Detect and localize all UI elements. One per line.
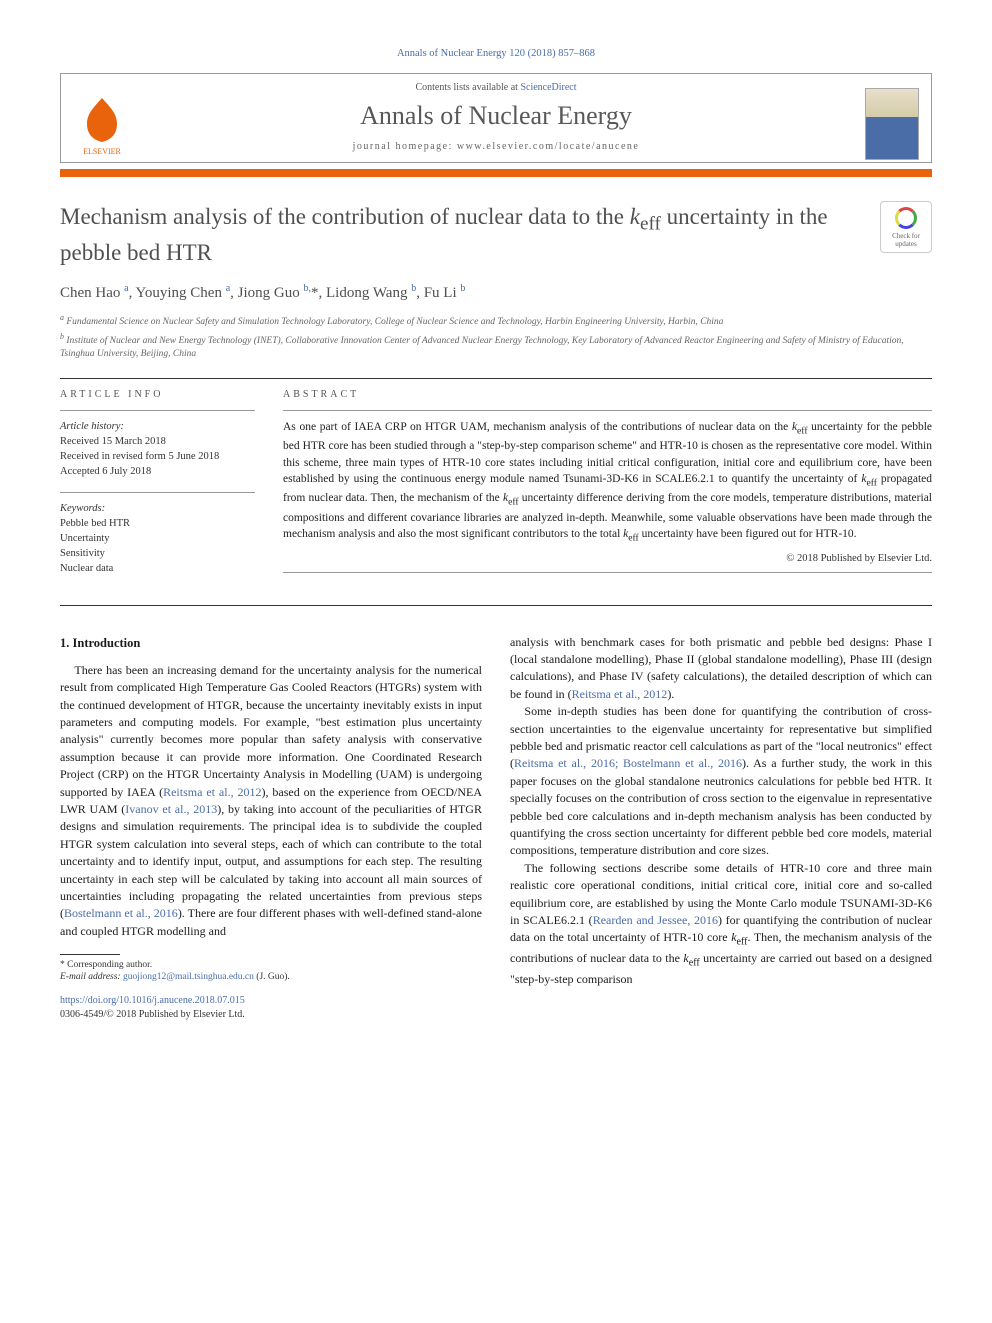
history-revised: Received in revised form 5 June 2018 (60, 449, 255, 464)
journal-name: Annals of Nuclear Energy (61, 97, 931, 141)
abstract-copyright: © 2018 Published by Elsevier Ltd. (283, 553, 932, 564)
doi-link[interactable]: https://doi.org/10.1016/j.anucene.2018.0… (60, 994, 482, 1009)
issn-copyright: 0306-4549/© 2018 Published by Elsevier L… (60, 1008, 482, 1023)
keywords-block: Keywords: Pebble bed HTR Uncertainty Sen… (60, 501, 255, 577)
sciencedirect-link[interactable]: ScienceDirect (520, 82, 576, 93)
contents-prefix: Contents lists available at (415, 82, 520, 93)
svg-text:ELSEVIER: ELSEVIER (83, 147, 121, 156)
crossmark-ring-icon (895, 207, 917, 229)
abstract-text: As one part of IAEA CRP on HTGR UAM, mec… (283, 419, 932, 546)
corresponding-author-note: * Corresponding author. (60, 959, 482, 971)
affiliation-b: b Institute of Nuclear and New Energy Te… (60, 331, 932, 362)
keywords-label: Keywords: (60, 501, 255, 516)
section-1-para-1: There has been an increasing demand for … (60, 662, 482, 940)
updates-line1: Check for (892, 232, 920, 240)
history-label: Article history: (60, 419, 255, 434)
article-history: Article history: Received 15 March 2018 … (60, 419, 255, 480)
affiliation-a: a Fundamental Science on Nuclear Safety … (60, 312, 932, 329)
section-1-col2-para-3: The following sections describe some det… (510, 860, 932, 989)
keyword-1: Pebble bed HTR (60, 516, 255, 531)
section-1-col2-para-1: analysis with benchmark cases for both p… (510, 634, 932, 704)
rule-above-info (60, 378, 932, 379)
footnote-separator (60, 954, 120, 955)
authors-line: Chen Hao a, Youying Chen a, Jiong Guo b,… (60, 283, 932, 302)
homepage-line: journal homepage: www.elsevier.com/locat… (61, 141, 931, 162)
updates-line2: updates (895, 240, 916, 248)
article-info-column: ARTICLE INFO Article history: Received 1… (60, 389, 255, 589)
keyword-3: Sensitivity (60, 546, 255, 561)
email-label: E-mail address: (60, 972, 121, 982)
contents-line: Contents lists available at ScienceDirec… (61, 74, 931, 97)
journal-header-box: ELSEVIER Contents lists available at Sci… (60, 73, 932, 163)
history-accepted: Accepted 6 July 2018 (60, 464, 255, 479)
title-var: keff (630, 204, 661, 229)
keyword-4: Nuclear data (60, 561, 255, 576)
elsevier-logo: ELSEVIER (73, 94, 131, 158)
section-1-heading: 1. Introduction (60, 634, 482, 652)
section-1-col2-para-2: Some in-depth studies has been done for … (510, 703, 932, 860)
orange-separator-bar (60, 169, 932, 177)
journal-cover-thumb (865, 88, 919, 160)
article-info-header: ARTICLE INFO (60, 389, 255, 400)
corresponding-email-link[interactable]: guojiong12@mail.tsinghua.edu.cn (123, 972, 254, 982)
title-pre: Mechanism analysis of the contribution o… (60, 204, 630, 229)
keyword-2: Uncertainty (60, 531, 255, 546)
body-column-left: 1. Introduction There has been an increa… (60, 634, 482, 1023)
abstract-column: ABSTRACT As one part of IAEA CRP on HTGR… (283, 389, 932, 589)
body-column-right: analysis with benchmark cases for both p… (510, 634, 932, 1023)
homepage-url[interactable]: www.elsevier.com/locate/anucene (457, 141, 639, 152)
email-note: E-mail address: guojiong12@mail.tsinghua… (60, 971, 482, 983)
article-title: Mechanism analysis of the contribution o… (60, 201, 880, 269)
abstract-header: ABSTRACT (283, 389, 932, 400)
history-received: Received 15 March 2018 (60, 434, 255, 449)
check-for-updates-badge[interactable]: Check for updates (880, 201, 932, 253)
email-who: (J. Guo). (256, 972, 290, 982)
homepage-prefix: journal homepage: (353, 141, 457, 152)
citation-line: Annals of Nuclear Energy 120 (2018) 857–… (60, 48, 932, 59)
rule-below-abstract (60, 605, 932, 606)
